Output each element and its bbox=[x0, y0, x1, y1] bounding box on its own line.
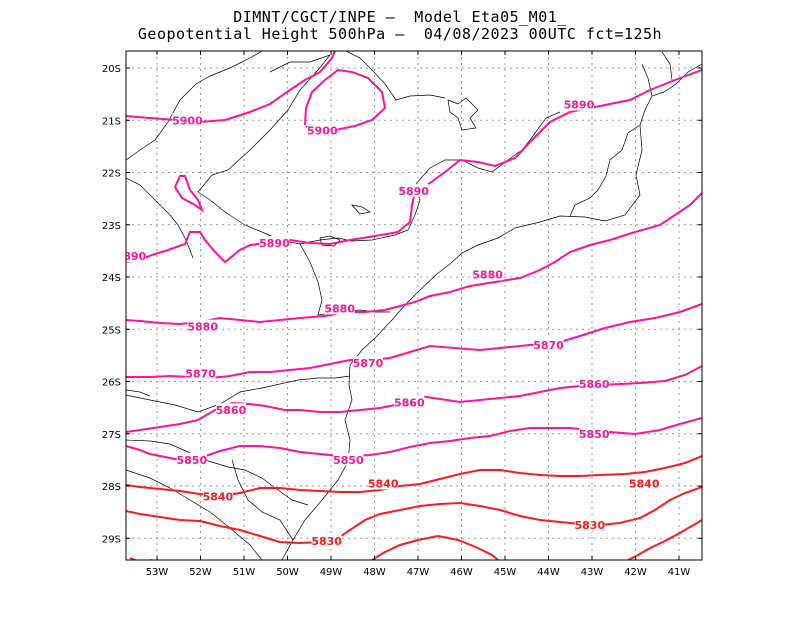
lat-label: 27S bbox=[102, 430, 121, 441]
contour-label-bg bbox=[172, 113, 203, 127]
lon-label: 52W bbox=[189, 567, 212, 578]
contour-label: 5870 bbox=[185, 368, 216, 381]
contour-line bbox=[126, 486, 702, 545]
contour-label-bg bbox=[533, 337, 564, 351]
contour-line bbox=[129, 557, 156, 560]
contour-label: 5850 bbox=[333, 454, 364, 467]
contour-label: 5860 bbox=[579, 378, 610, 391]
lat-label: 28S bbox=[102, 482, 121, 493]
contour-label: 5880 bbox=[324, 302, 355, 315]
contour-line bbox=[126, 192, 702, 326]
lon-label: 48W bbox=[363, 567, 386, 578]
contour-label: 5890 bbox=[398, 185, 429, 198]
title-line-1: DIMNT/CGCT/INPE — Model Eta05_M01_ bbox=[233, 8, 567, 26]
contour-label: 5860 bbox=[216, 404, 247, 417]
lat-label: 25S bbox=[102, 325, 121, 336]
state-border bbox=[126, 439, 309, 506]
state-border bbox=[569, 124, 641, 217]
contour-label-bg bbox=[579, 426, 610, 440]
contour-label: 5830 bbox=[575, 519, 606, 532]
reservoir bbox=[351, 204, 371, 215]
contour-label-bg bbox=[563, 97, 594, 111]
lat-label: 22S bbox=[102, 169, 121, 180]
contour-label: 5840 bbox=[629, 477, 660, 490]
contour-line bbox=[126, 303, 702, 380]
lat-label: 20S bbox=[102, 64, 121, 75]
lon-label: 50W bbox=[276, 567, 299, 578]
contour-label: 5900 bbox=[307, 125, 338, 138]
state-border bbox=[395, 94, 446, 101]
contour-line bbox=[126, 51, 336, 124]
lon-label: 41W bbox=[668, 567, 691, 578]
contour-label-bg bbox=[368, 476, 399, 490]
contour-label-bg bbox=[472, 267, 503, 281]
reservoir bbox=[447, 97, 479, 131]
contour-label: 5880 bbox=[187, 321, 218, 334]
contour-label-bg bbox=[398, 183, 429, 197]
contour-label-bg bbox=[126, 249, 146, 263]
state-border bbox=[126, 389, 151, 397]
state-border bbox=[345, 51, 397, 101]
state-border bbox=[126, 469, 263, 560]
lon-label: 43W bbox=[581, 567, 604, 578]
contour-label-bg bbox=[259, 236, 290, 250]
contour-label: 5840 bbox=[203, 490, 234, 503]
contour-label-bg bbox=[579, 377, 610, 391]
lat-label: 26S bbox=[102, 378, 121, 389]
contour-label-bg bbox=[215, 403, 246, 417]
contour-label-bg bbox=[394, 395, 425, 409]
contour-line bbox=[126, 69, 702, 264]
contour-line bbox=[173, 175, 205, 213]
axis-ticks: 20S 21S 22S 23S 24S 25S 26S 27S 28S 29S 53W 52W 51W 5… bbox=[102, 51, 702, 578]
contour-label-bg bbox=[307, 123, 338, 137]
contour-label: 5900 bbox=[172, 114, 203, 127]
contour-line bbox=[304, 68, 387, 133]
contour-label: 5850 bbox=[579, 428, 610, 441]
title-line-2: Geopotential Height 500hPa — 04/08/2023 … bbox=[137, 25, 663, 43]
contour-label-bg bbox=[311, 533, 342, 547]
contour-label: 5880 bbox=[472, 268, 503, 281]
lat-label: 23S bbox=[102, 221, 121, 232]
lon-label: 49W bbox=[320, 567, 343, 578]
contour-label-bg bbox=[176, 452, 207, 466]
lon-label: 47W bbox=[407, 567, 430, 578]
map-frame bbox=[125, 50, 703, 561]
contour-label-bg bbox=[352, 356, 383, 370]
contour-label-bg bbox=[574, 518, 605, 532]
contour-label: 5890 bbox=[564, 99, 595, 112]
lon-label: 45W bbox=[494, 567, 517, 578]
contour-label-bg bbox=[333, 452, 364, 466]
contour-label-bg bbox=[202, 489, 233, 503]
lon-label: 42W bbox=[624, 567, 647, 578]
contour-label: 5870 bbox=[533, 339, 564, 352]
lon-label: 46W bbox=[450, 567, 473, 578]
contour-line bbox=[371, 534, 499, 560]
contour-label: 5890 bbox=[116, 250, 147, 263]
lat-label: 21S bbox=[102, 116, 121, 127]
state-border bbox=[661, 51, 673, 81]
contour-label: 5850 bbox=[176, 454, 207, 467]
lon-label: 44W bbox=[537, 567, 560, 578]
contour-label: 5890 bbox=[259, 237, 290, 250]
contour-label-bg bbox=[185, 366, 216, 380]
contour-label-bg bbox=[629, 476, 660, 490]
lon-label: 53W bbox=[146, 567, 169, 578]
state-border bbox=[231, 459, 294, 541]
state-border bbox=[126, 375, 351, 413]
lat-label: 24S bbox=[102, 273, 121, 284]
lat-label: 29S bbox=[102, 534, 121, 545]
contour-label: 5860 bbox=[394, 396, 425, 409]
state-border bbox=[126, 51, 263, 161]
contour-label: 5840 bbox=[368, 477, 399, 490]
contour-label: 5870 bbox=[353, 357, 384, 370]
contour-label-bg bbox=[324, 301, 355, 315]
contour-line bbox=[627, 519, 702, 560]
contour-label-bg bbox=[187, 319, 218, 333]
state-border bbox=[414, 111, 561, 186]
state-border bbox=[269, 54, 331, 73]
lon-label: 51W bbox=[233, 567, 256, 578]
contour-label: 5830 bbox=[311, 535, 342, 548]
contour-labels: 5900 5900 5890 5890 5890 5890 5880 5880 5880 5870… bbox=[116, 97, 660, 548]
